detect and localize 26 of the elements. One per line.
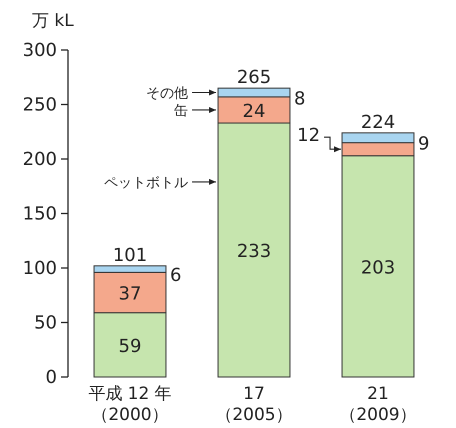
y-tick-label: 0 xyxy=(46,367,57,388)
y-tick-label: 150 xyxy=(22,204,57,224)
text: ペットボトル xyxy=(104,174,188,191)
text: 缶 xyxy=(174,102,188,119)
total-label: 101 xyxy=(112,244,148,266)
x-tick-label: 21（2009） xyxy=(339,384,417,425)
y-tick-label: 300 xyxy=(22,40,57,61)
data-label: 9 xyxy=(418,134,430,155)
y-tick-label: 250 xyxy=(22,94,57,116)
text: その他 xyxy=(146,86,188,102)
x-tick-label: 17（2005） xyxy=(215,384,293,425)
data-label: 8 xyxy=(294,88,306,110)
x-tick-label: 平成 12 年（2000） xyxy=(88,384,172,425)
y-tick-label: 50 xyxy=(34,312,57,334)
data-label: 203 xyxy=(360,257,396,278)
total-label: 224 xyxy=(360,112,396,133)
data-label: 233 xyxy=(236,241,272,262)
data-label: 6 xyxy=(170,265,182,286)
y-tick-label: 200 xyxy=(22,149,57,170)
data-label: 12 xyxy=(297,125,320,146)
data-label: 24 xyxy=(242,100,266,122)
y-axis-title: 万 kL xyxy=(32,11,74,31)
data-label: 37 xyxy=(118,284,142,305)
total-label: 265 xyxy=(236,67,272,88)
y-tick-label: 100 xyxy=(22,258,57,279)
data-label: 59 xyxy=(118,336,142,357)
